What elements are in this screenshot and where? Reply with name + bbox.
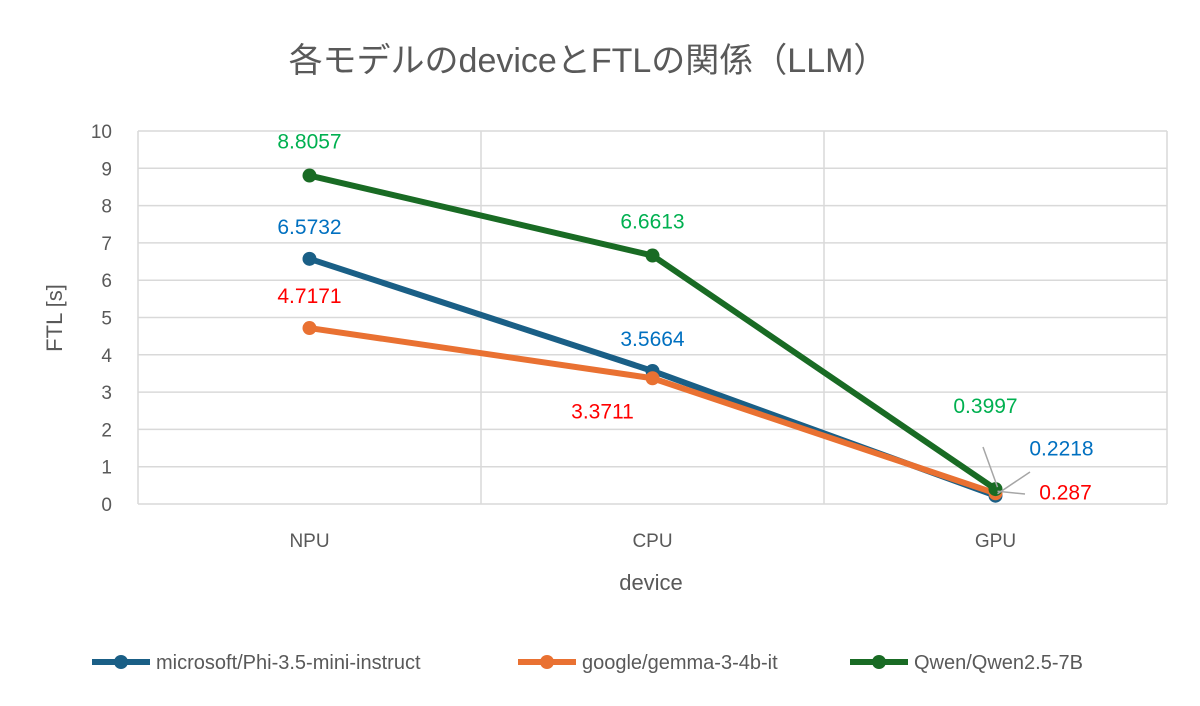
data-label: 4.7171 [277, 285, 341, 308]
y-tick-label: 7 [101, 234, 112, 255]
y-tick-label: 2 [101, 420, 112, 441]
series-lines [302, 168, 1003, 503]
data-point [645, 248, 660, 263]
data-label: 0.2218 [1029, 438, 1093, 461]
legend: microsoft/Phi-3.5-mini-instruct google/ge… [92, 652, 1083, 674]
gridlines [137, 130, 1168, 505]
data-labels: 6.5732 3.5664 0.2218 4.7171 3.3711 0.287 8.805… [277, 131, 1093, 505]
legend-label: google/gemma-3-4b-it [582, 652, 778, 674]
data-point [302, 168, 317, 183]
data-label: 6.6613 [620, 211, 684, 234]
legend-marker [114, 655, 128, 669]
y-tick-label: 1 [101, 458, 112, 479]
leader-line [982, 446, 999, 488]
x-tick-label: GPU [975, 531, 1016, 552]
legend-item: Qwen/Qwen2.5-7B [850, 652, 1083, 674]
y-tick-label: 4 [101, 346, 112, 367]
leader-line [997, 471, 1031, 495]
series-line-1 [309, 325, 997, 497]
data-point [302, 321, 317, 336]
y-tick-label: 3 [101, 383, 112, 404]
legend-marker [540, 655, 554, 669]
y-axis-ticks: 0 1 2 3 4 5 6 7 8 9 10 [91, 122, 113, 516]
data-label: 3.5664 [620, 328, 685, 351]
data-label: 3.3711 [571, 400, 634, 423]
legend-label: Qwen/Qwen2.5-7B [914, 652, 1083, 674]
y-tick-label: 6 [101, 271, 112, 292]
legend-item: microsoft/Phi-3.5-mini-instruct [92, 652, 421, 674]
data-label: 6.5732 [277, 216, 341, 239]
x-tick-label: CPU [632, 531, 672, 552]
y-tick-label: 9 [101, 159, 112, 180]
x-axis-ticks: NPU CPU GPU [289, 531, 1016, 552]
chart-title: 各モデルのdeviceとFTLの関係（LLM） [289, 42, 888, 80]
y-tick-label: 0 [101, 495, 112, 516]
y-tick-label: 8 [101, 197, 112, 218]
data-label: 0.287 [1039, 481, 1092, 504]
y-axis-title: FTL [s] [42, 284, 67, 352]
legend-item: google/gemma-3-4b-it [518, 652, 778, 674]
data-point [302, 251, 317, 266]
data-point [645, 371, 660, 386]
legend-label: microsoft/Phi-3.5-mini-instruct [156, 652, 421, 674]
y-tick-label: 10 [91, 122, 112, 143]
data-point [988, 482, 1003, 497]
leader-line [997, 490, 1026, 495]
data-label: 8.8057 [277, 131, 341, 154]
data-label: 0.3997 [953, 395, 1017, 418]
y-tick-label: 5 [101, 309, 112, 330]
x-axis-title: device [619, 570, 683, 595]
legend-marker [872, 655, 886, 669]
x-tick-label: NPU [289, 531, 329, 552]
